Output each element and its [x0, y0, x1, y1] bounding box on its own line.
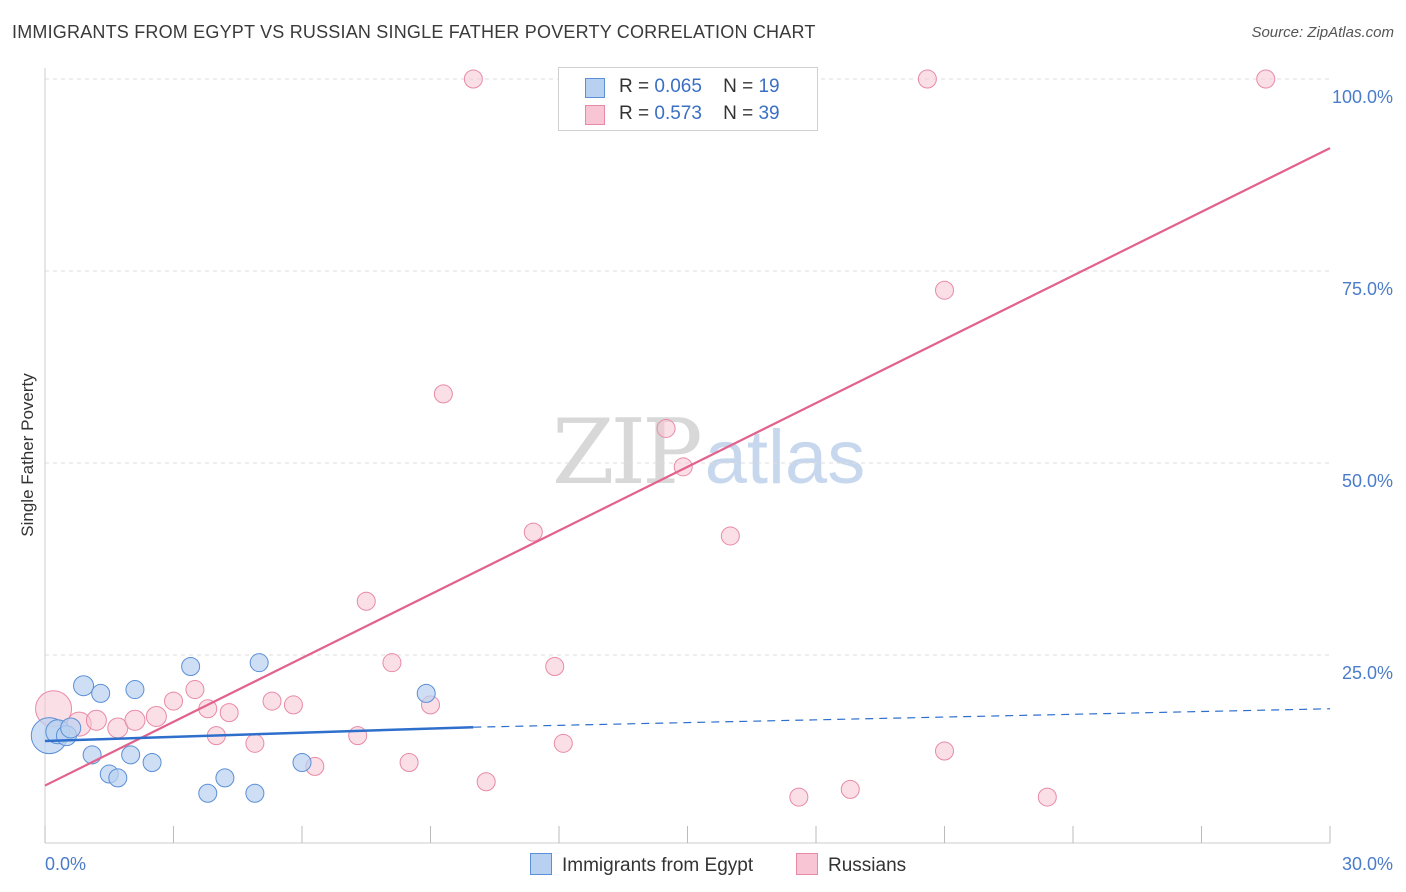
- egypt-point: [292, 753, 312, 773]
- russians-point: [720, 526, 740, 546]
- bottom-legend-label-egypt: Immigrants from Egypt: [562, 855, 754, 876]
- russians-point: [85, 709, 107, 731]
- correlation-legend: R = 0.065 N = 19 R = 0.573 N = 39: [558, 67, 818, 131]
- russians-point: [399, 753, 419, 773]
- x-tick-label: 30.0%: [1342, 854, 1393, 874]
- egypt-point: [181, 657, 201, 677]
- russians-point: [523, 522, 543, 542]
- r-value: 0.573: [654, 103, 702, 124]
- russians-point: [917, 69, 937, 89]
- n-label: N =: [723, 103, 754, 124]
- egypt-point: [125, 680, 145, 700]
- watermark-zip: ZIP: [552, 400, 703, 505]
- bottom-legend-swatch-egypt: [530, 853, 552, 875]
- russians-point: [1037, 787, 1057, 807]
- bottom-legend-russians: Russians: [796, 853, 906, 877]
- egypt-point: [245, 783, 265, 803]
- legend-text-egypt: R = 0.065 N = 19: [619, 76, 780, 98]
- egypt-point: [121, 745, 141, 765]
- y-tick-label: 25.0%: [1342, 663, 1393, 683]
- russians-point: [145, 705, 167, 727]
- egypt-point: [91, 683, 111, 703]
- legend-swatch-egypt: [585, 78, 605, 98]
- russians-point: [185, 680, 205, 700]
- n-value: 19: [758, 76, 780, 97]
- r-label: R =: [619, 103, 650, 124]
- n-label: N =: [723, 76, 754, 97]
- egypt-point: [215, 768, 235, 788]
- russians-point: [545, 657, 565, 677]
- legend-swatch-russians: [585, 105, 605, 125]
- egypt-point: [60, 717, 82, 739]
- egypt-point: [416, 683, 436, 703]
- x-tick-label: 0.0%: [45, 854, 86, 874]
- russians-point: [1256, 69, 1276, 89]
- russians-point: [789, 787, 809, 807]
- russians-point: [219, 703, 239, 723]
- watermark: ZIPatlas: [552, 400, 865, 505]
- egypt-point: [142, 753, 162, 773]
- russians-point: [262, 691, 282, 711]
- y-tick-label: 75.0%: [1342, 279, 1393, 299]
- source-label: Source: ZipAtlas.com: [1251, 24, 1394, 41]
- r-value: 0.065: [654, 76, 702, 97]
- bottom-legend-egypt: Immigrants from Egypt: [530, 853, 753, 877]
- russians-point: [553, 733, 573, 753]
- russians-point: [935, 280, 954, 300]
- russians-point: [935, 741, 954, 761]
- egypt-point: [108, 768, 128, 788]
- bottom-legend-swatch-russians: [796, 853, 818, 875]
- russians-trend-line: [44, 147, 1331, 787]
- russians-point: [245, 733, 265, 753]
- r-label: R =: [619, 76, 650, 97]
- n-value: 39: [758, 103, 780, 124]
- egypt-point: [73, 675, 95, 697]
- russians-point: [433, 384, 453, 404]
- russians-point: [356, 591, 376, 611]
- chart-title: IMMIGRANTS FROM EGYPT VS RUSSIAN SINGLE …: [12, 22, 816, 42]
- russians-point: [463, 69, 483, 89]
- russians-point: [656, 418, 676, 438]
- russians-point: [124, 709, 146, 731]
- russians-point: [283, 695, 303, 715]
- egypt-trend-line: [44, 725, 474, 743]
- bottom-legend-label-russians: Russians: [828, 855, 907, 876]
- egypt-trend-extension: [473, 708, 1331, 728]
- legend-text-russians: R = 0.573 N = 39: [619, 103, 780, 125]
- y-tick-label: 50.0%: [1342, 471, 1393, 491]
- russians-point: [382, 653, 402, 673]
- russians-point: [840, 779, 860, 799]
- y-tick-label: 100.0%: [1332, 87, 1393, 107]
- russians-point: [348, 726, 368, 746]
- watermark-atlas: atlas: [704, 415, 866, 500]
- russians-point: [164, 691, 183, 711]
- egypt-point: [198, 783, 218, 803]
- russians-point: [476, 772, 496, 792]
- egypt-point: [249, 653, 269, 673]
